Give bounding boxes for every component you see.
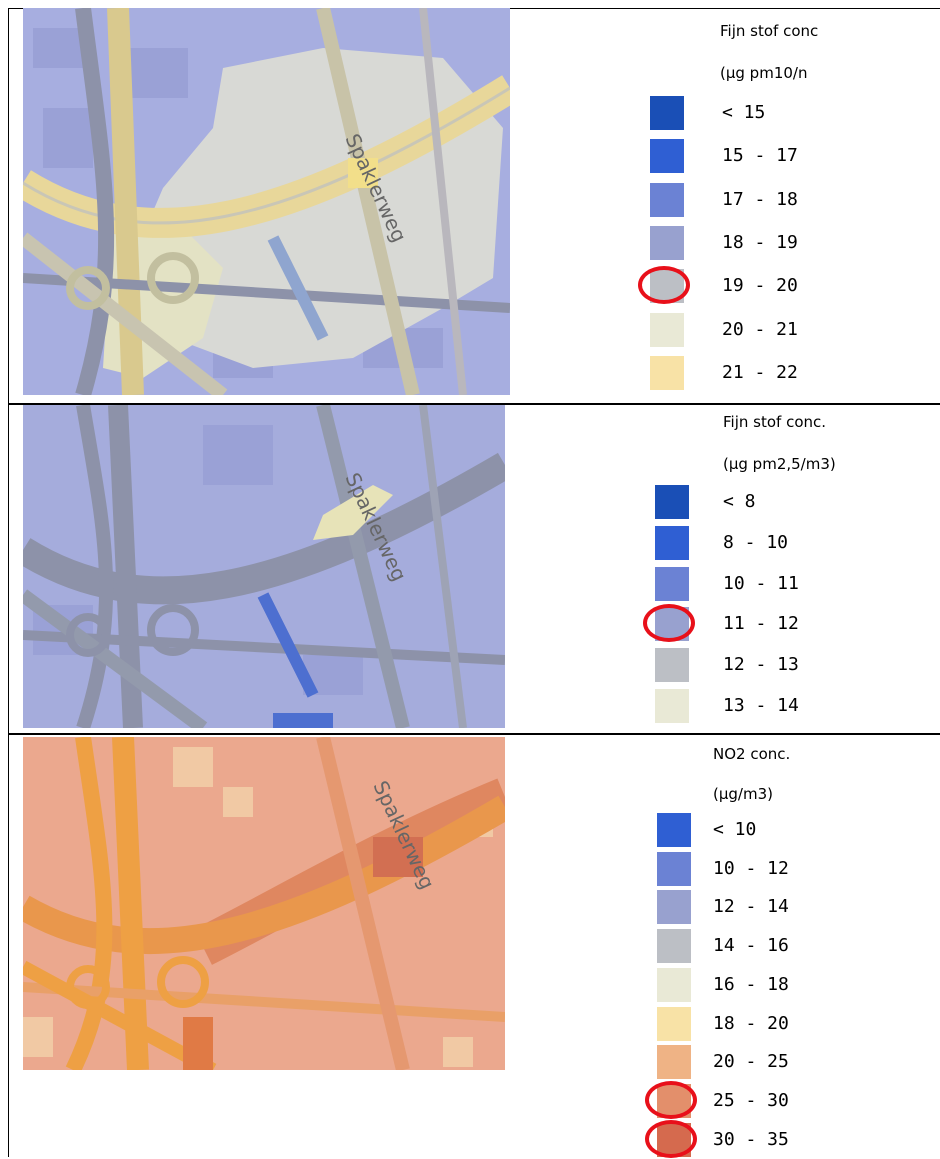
legend-swatch bbox=[657, 851, 691, 886]
legend-row: 16 - 18 bbox=[657, 967, 857, 1004]
legend-label: 20 - 21 bbox=[722, 318, 798, 340]
legend-swatch bbox=[650, 312, 684, 347]
legend-unit: (µg/m3) bbox=[713, 785, 773, 803]
legend-label: 18 - 20 bbox=[713, 1012, 789, 1034]
legend-row: 20 - 21 bbox=[650, 312, 850, 349]
legend-row: 12 - 13 bbox=[655, 648, 855, 684]
legend-title: NO2 conc. bbox=[713, 745, 791, 763]
legend-label: 20 - 25 bbox=[713, 1051, 789, 1073]
legend-swatch bbox=[657, 967, 691, 1002]
legend-row: 8 - 10 bbox=[655, 525, 855, 562]
legend-row: < 8 bbox=[655, 485, 855, 521]
legend-row: 17 - 18 bbox=[650, 182, 850, 219]
legend-label: 12 - 13 bbox=[723, 654, 799, 676]
map-pm25: Spaklerweg bbox=[23, 405, 505, 728]
legend-swatch bbox=[655, 648, 689, 683]
legend-row: 20 - 25 bbox=[657, 1045, 857, 1081]
highlight-circle bbox=[645, 1080, 697, 1119]
legend-label: 11 - 12 bbox=[723, 613, 799, 635]
legend-label: 16 - 18 bbox=[713, 973, 789, 995]
legend-row: 25 - 30 bbox=[645, 1080, 857, 1120]
legend-row: 15 - 17 bbox=[650, 139, 850, 175]
legend-label: 15 - 17 bbox=[722, 145, 798, 167]
legend-label: < 10 bbox=[713, 819, 757, 840]
legend-label: 12 - 14 bbox=[713, 896, 789, 918]
legend-row: 12 - 14 bbox=[657, 890, 857, 926]
legend-swatch bbox=[655, 689, 689, 723]
legend-label: 8 - 10 bbox=[723, 531, 789, 553]
legend-pm25: Fijn stof conc. (µg pm2,5/m3) < 8 8 - 10 1… bbox=[643, 405, 935, 730]
legend-swatch bbox=[650, 96, 684, 130]
legend-title: Fijn stof conc. bbox=[723, 413, 827, 431]
highlight-circle bbox=[638, 266, 690, 305]
legend-label: < 8 bbox=[723, 491, 756, 512]
legend-label: 19 - 20 bbox=[722, 275, 798, 297]
legend-label: 18 - 19 bbox=[722, 231, 798, 253]
legend-swatch bbox=[657, 890, 691, 925]
panel-divider bbox=[9, 733, 940, 735]
legend-swatch bbox=[650, 355, 684, 390]
legend-unit: (µg pm2,5/m3) bbox=[723, 455, 836, 473]
legend-swatch bbox=[657, 1045, 691, 1080]
legend-row: < 10 bbox=[657, 813, 857, 849]
legend-row: < 15 bbox=[650, 96, 850, 132]
legend-unit: (µg pm10/n bbox=[720, 64, 808, 82]
highlight-circle bbox=[643, 604, 695, 643]
legend-label: 14 - 16 bbox=[713, 935, 789, 957]
legend-row: 21 - 22 bbox=[650, 355, 850, 392]
legend-swatch bbox=[650, 182, 684, 217]
legend-swatch bbox=[657, 813, 691, 847]
legend-row: 10 - 11 bbox=[655, 566, 855, 603]
legend-label: < 15 bbox=[722, 102, 766, 123]
legend-label: 21 - 22 bbox=[722, 361, 798, 383]
legend-label: 13 - 14 bbox=[723, 695, 799, 716]
map-no2: Spaklerweg bbox=[23, 737, 505, 1070]
legend-swatch bbox=[657, 929, 691, 964]
panel-divider bbox=[9, 403, 940, 405]
legend-label: 17 - 18 bbox=[722, 188, 798, 210]
legend-row: 11 - 12 bbox=[643, 604, 855, 643]
legend-pm10: Fijn stof conc (µg pm10/n < 15 15 - 17 17 … bbox=[638, 8, 935, 403]
legend-label: 10 - 11 bbox=[723, 572, 799, 594]
legend-swatch bbox=[655, 525, 689, 560]
highlight-circle bbox=[645, 1119, 697, 1158]
legend-row: 18 - 19 bbox=[650, 225, 850, 262]
legend-swatch bbox=[655, 566, 689, 601]
legend-swatch bbox=[655, 485, 689, 519]
legend-label: 25 - 30 bbox=[713, 1089, 789, 1111]
legend-title: Fijn stof conc bbox=[720, 22, 819, 40]
legend-no2: NO2 conc. (µg/m3) < 10 10 - 12 12 - 14 14 -… bbox=[645, 737, 935, 1159]
legend-label: 10 - 12 bbox=[713, 857, 789, 879]
legend-swatch bbox=[650, 139, 684, 174]
map-pm10: Spaklerweg bbox=[23, 8, 510, 395]
legend-swatch bbox=[650, 225, 684, 260]
legend-row: 10 - 12 bbox=[657, 851, 857, 888]
legend-row: 13 - 14 bbox=[655, 689, 855, 725]
legend-row: 19 - 20 bbox=[638, 266, 850, 305]
legend-row: 30 - 35 bbox=[645, 1119, 857, 1159]
legend-row: 18 - 20 bbox=[657, 1006, 857, 1043]
legend-row: 14 - 16 bbox=[657, 929, 857, 965]
legend-swatch bbox=[657, 1006, 691, 1041]
legend-label: 30 - 35 bbox=[713, 1128, 789, 1150]
